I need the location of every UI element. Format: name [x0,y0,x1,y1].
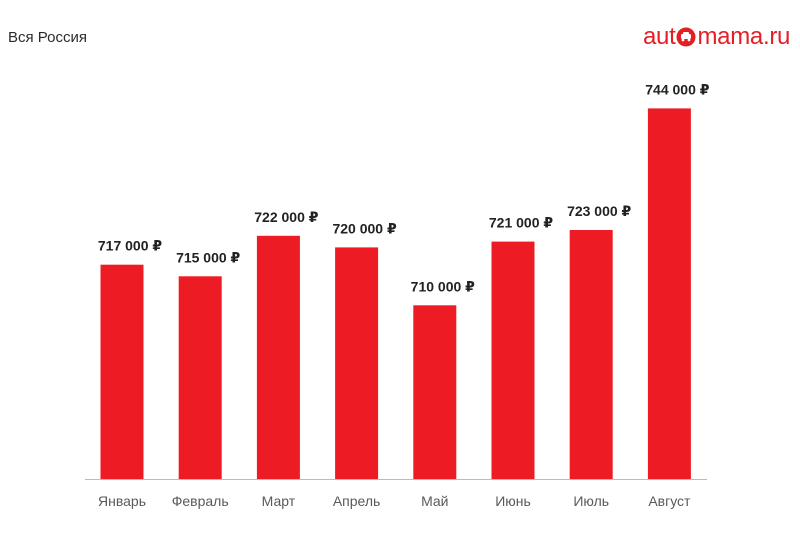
x-tick-label-0: Январь [98,493,146,509]
bar-1 [178,276,222,479]
data-label-1: 715 000 ₽ [176,249,240,265]
bar-5 [491,241,535,479]
data-label-6: 723 000 ₽ [567,203,631,219]
data-label-7: 744 000 ₽ [645,81,709,97]
bars-layer [100,108,691,480]
data-label-0: 717 000 ₽ [98,238,162,254]
x-tick-label-5: Июнь [495,493,531,509]
bar-7 [647,108,691,480]
data-label-5: 721 000 ₽ [489,215,553,231]
x-tick-label-1: Февраль [172,493,229,509]
x-tick-label-6: Июль [573,493,609,509]
x-tick-labels-layer: Январь Февраль Март Апрель Май Июнь Июль Август [98,493,691,509]
bar-4 [413,305,457,479]
data-labels-layer: 717 000 ₽ 715 000 ₽ 722 000 ₽ 720 000 ₽ 710 … [98,81,710,294]
logo-text-suffix: mama.ru [697,23,791,50]
x-tick-label-2: Март [262,493,296,509]
logo-text-prefix: aut [643,23,676,50]
bar-2 [256,235,300,479]
x-tick-label-3: Апрель [333,493,381,509]
x-tick-label-4: Май [421,493,448,509]
data-label-4: 710 000 ₽ [411,278,475,294]
data-label-3: 720 000 ₽ [332,220,396,236]
bar-3 [335,247,379,479]
region-label: Вся Россия [8,29,87,46]
bar-0 [100,264,144,479]
automama-logo[interactable]: aut mama.ru [643,22,793,52]
data-label-2: 722 000 ₽ [254,209,318,225]
car-wheel-icon [676,27,696,47]
x-tick-label-7: Август [648,493,691,509]
bar-6 [569,230,613,479]
